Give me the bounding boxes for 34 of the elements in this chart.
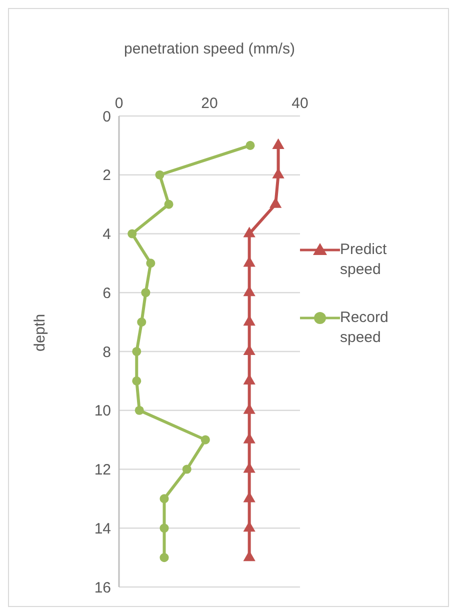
point [155, 170, 164, 180]
y-tick-label: 8 [102, 344, 111, 361]
point [164, 200, 174, 209]
y-tick-label: 12 [94, 462, 111, 479]
point [134, 406, 144, 415]
point [200, 435, 210, 444]
x-axis-title: penetration speed (mm/s) [124, 40, 295, 58]
point [137, 318, 146, 327]
x-tick-label: 40 [292, 95, 308, 112]
y-axis-title: depth [31, 314, 48, 352]
x-tick-label: 0 [114, 95, 124, 112]
point [160, 524, 169, 533]
point [272, 138, 284, 149]
point [146, 258, 156, 268]
point [132, 346, 142, 356]
y-tick-label: 4 [102, 226, 111, 244]
point [160, 553, 169, 562]
point [246, 140, 255, 150]
y-tick-label: 6 [102, 284, 111, 302]
x-tick-label: 20 [201, 95, 218, 112]
y-tick-label: 14 [94, 520, 111, 538]
point [128, 229, 137, 238]
point [243, 226, 256, 238]
point [141, 288, 150, 298]
point [182, 464, 192, 474]
y-tick-label: 10 [94, 402, 111, 420]
y-tick-label: 0 [102, 108, 111, 126]
point [132, 376, 142, 386]
legend-label: Record speed [340, 308, 390, 348]
y-tick-label: 2 [102, 167, 111, 184]
point [269, 197, 282, 208]
y-tick-label: 16 [94, 579, 111, 596]
point [160, 494, 169, 504]
legend-label: Predict speed [340, 240, 388, 280]
